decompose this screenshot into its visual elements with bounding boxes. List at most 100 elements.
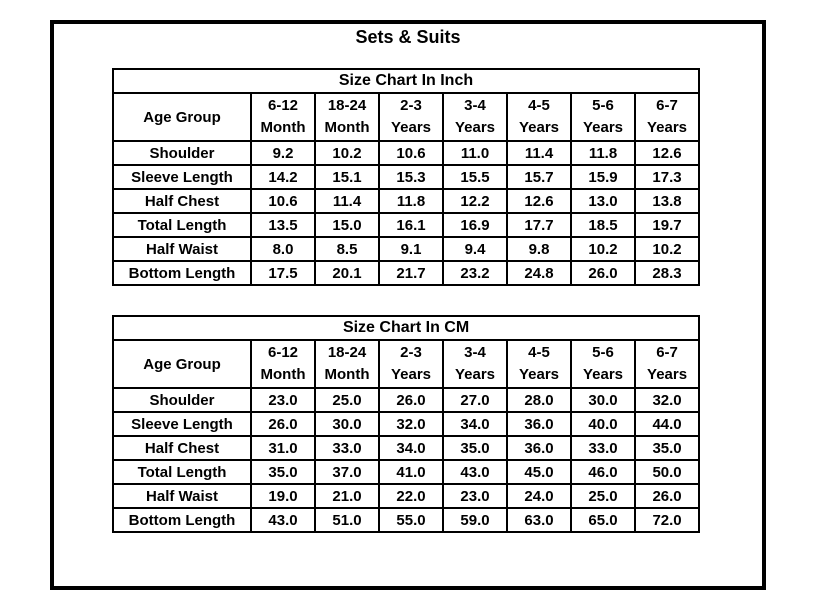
value-cell: 26.0 [250, 411, 316, 437]
column-header: 18-24 Month [314, 92, 380, 142]
column-header-range: 18-24 [327, 97, 367, 114]
value-cell: 10.2 [570, 236, 636, 262]
table-title: Size Chart In Inch [112, 68, 700, 94]
row-label: Half Chest [112, 435, 252, 461]
column-header: 4-5 Years [506, 92, 572, 142]
column-header-range: 6-12 [267, 344, 299, 361]
column-header-unit: Years [518, 366, 560, 383]
row-label: Shoulder [112, 387, 252, 413]
value-cell: 23.0 [250, 387, 316, 413]
value-cell: 10.2 [634, 236, 700, 262]
value-cell: 18.5 [570, 212, 636, 238]
value-cell: 41.0 [378, 459, 444, 485]
column-header-unit: Month [260, 366, 306, 383]
value-cell: 9.1 [378, 236, 444, 262]
value-cell: 33.0 [570, 435, 636, 461]
value-cell: 17.7 [506, 212, 572, 238]
column-header-unit: Years [454, 366, 496, 383]
value-cell: 14.2 [250, 164, 316, 190]
column-header: 6-7 Years [633, 339, 701, 389]
page-title: Sets & Suits [355, 27, 461, 47]
row-label: Bottom Length [112, 260, 252, 286]
value-cell: 51.0 [314, 507, 380, 533]
value-cell: 10.6 [250, 188, 316, 214]
value-cell: 27.0 [442, 387, 508, 413]
row-label: Shoulder [112, 140, 252, 166]
row-label: Sleeve Length [112, 411, 252, 437]
value-cell: 15.1 [314, 164, 380, 190]
value-cell: 20.1 [314, 260, 380, 286]
column-header-range: 2-3 [400, 97, 422, 114]
row-label: Total Length [112, 459, 252, 485]
column-header-unit: Years [582, 119, 624, 136]
value-cell: 12.2 [442, 188, 508, 214]
value-cell: 35.0 [442, 435, 508, 461]
column-header-unit: Years [518, 119, 560, 136]
column-header-range: 6-7 [656, 344, 678, 361]
value-cell: 22.0 [378, 483, 444, 509]
value-cell: 26.0 [633, 483, 701, 509]
table-header-row: Age Group 6-12 Month 18-24 Month 2-3 Years … [112, 92, 700, 142]
column-header-range: 6-7 [656, 97, 678, 114]
column-header-unit: Years [390, 366, 432, 383]
value-cell: 17.3 [634, 164, 700, 190]
column-header-range: 4-5 [528, 97, 550, 114]
table-row: Sleeve Length 26.0 30.0 32.0 34.0 36.0 4… [112, 411, 701, 437]
value-cell: 25.0 [314, 387, 380, 413]
value-cell: 19.7 [634, 212, 700, 238]
table-row: Shoulder 9.2 10.2 10.6 11.0 11.4 11.8 12… [112, 140, 700, 166]
value-cell: 16.1 [378, 212, 444, 238]
value-cell: 24.8 [506, 260, 572, 286]
column-header: 5-6 Years [570, 339, 636, 389]
column-header: 5-6 Years [570, 92, 636, 142]
table-row: Sleeve Length 14.2 15.1 15.3 15.5 15.7 1… [112, 164, 700, 190]
value-cell: 13.0 [570, 188, 636, 214]
table-title-row: Size Chart In CM [111, 315, 701, 341]
value-cell: 25.0 [570, 483, 636, 509]
value-cell: 9.4 [442, 236, 508, 262]
column-header-range: 5-6 [592, 344, 614, 361]
value-cell: 32.0 [378, 411, 444, 437]
value-cell: 9.8 [506, 236, 572, 262]
column-header-unit: Years [646, 119, 688, 136]
value-cell: 15.5 [442, 164, 508, 190]
value-cell: 31.0 [250, 435, 316, 461]
table-row: Total Length 35.0 37.0 41.0 43.0 45.0 46… [112, 459, 701, 485]
value-cell: 30.0 [314, 411, 380, 437]
value-cell: 15.0 [314, 212, 380, 238]
value-cell: 8.5 [314, 236, 380, 262]
value-cell: 11.0 [442, 140, 508, 166]
value-cell: 28.0 [506, 387, 572, 413]
table-row: Total Length 13.5 15.0 16.1 16.9 17.7 18… [112, 212, 700, 238]
value-cell: 10.6 [378, 140, 444, 166]
value-cell: 43.0 [442, 459, 508, 485]
column-header: 3-4 Years [442, 92, 508, 142]
value-cell: 34.0 [442, 411, 508, 437]
column-header-unit: Month [324, 366, 370, 383]
column-header-unit: Years [454, 119, 496, 136]
value-cell: 11.8 [378, 188, 444, 214]
corner-header-age-group: Age Group [112, 92, 252, 142]
column-header: 2-3 Years [378, 92, 444, 142]
value-cell: 32.0 [633, 387, 701, 413]
table-row: Bottom Length 43.0 51.0 55.0 59.0 63.0 6… [112, 507, 701, 533]
value-cell: 11.4 [506, 140, 572, 166]
value-cell: 28.3 [634, 260, 700, 286]
row-label: Sleeve Length [112, 164, 252, 190]
value-cell: 9.2 [250, 140, 316, 166]
column-header: 6-12 Month [250, 92, 316, 142]
value-cell: 40.0 [570, 411, 636, 437]
column-header: 2-3 Years [378, 339, 444, 389]
value-cell: 43.0 [250, 507, 316, 533]
column-header-range: 3-4 [464, 344, 486, 361]
value-cell: 33.0 [314, 435, 380, 461]
value-cell: 15.3 [378, 164, 444, 190]
value-cell: 15.9 [570, 164, 636, 190]
value-cell: 45.0 [506, 459, 572, 485]
column-header-unit: Years [647, 366, 688, 383]
value-cell: 16.9 [442, 212, 508, 238]
row-label: Half Waist [112, 483, 252, 509]
value-cell: 35.0 [633, 435, 701, 461]
size-chart-cm-table: Size Chart In CM Age Group 6-12 Month 18-… [111, 315, 701, 533]
